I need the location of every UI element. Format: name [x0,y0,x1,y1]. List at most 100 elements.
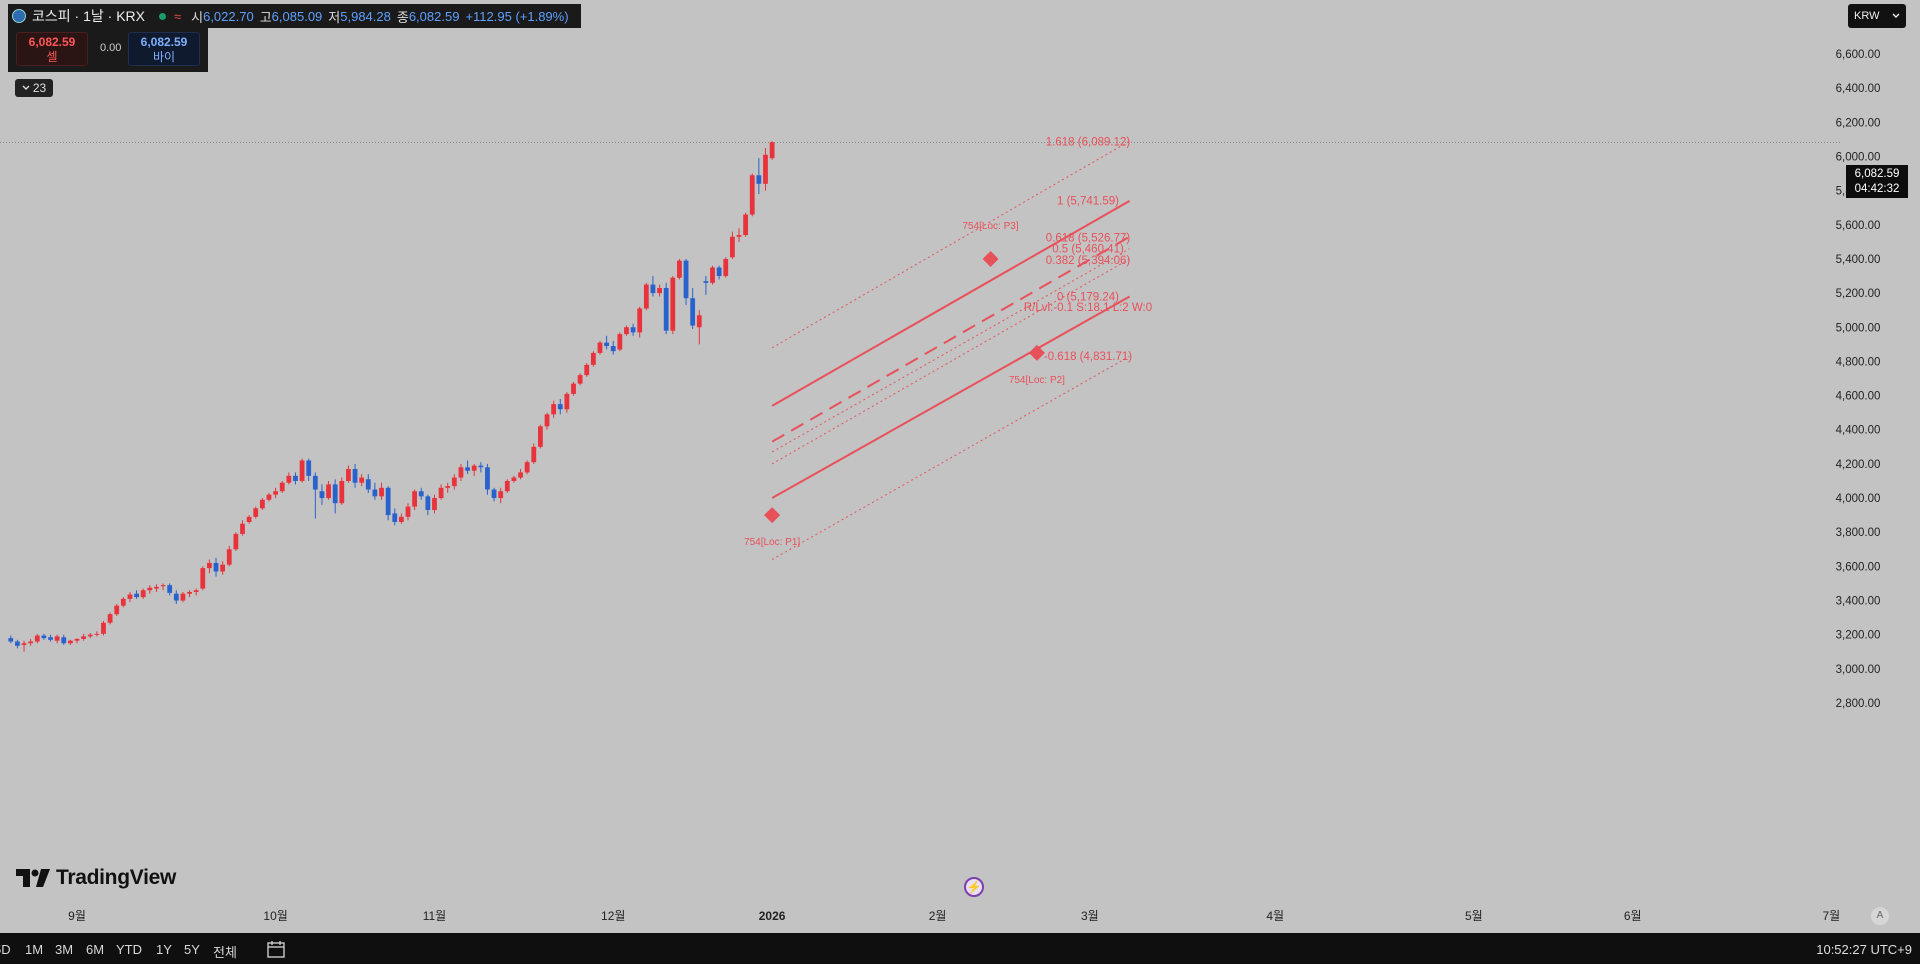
candle-body [293,475,298,481]
trade-panel: 6,082.59 셀 0.00 6,082.59 바이 [8,28,208,72]
flash-icon[interactable]: ⚡ [964,877,984,897]
last-price-tag: 6,082.59 04:42:32 [1846,165,1908,198]
candle-body [101,622,106,634]
candle-body [15,641,20,646]
candle-body [134,593,139,598]
y-tick-label: 3,600.00 [1836,561,1881,573]
y-tick-label: 5,400.00 [1836,254,1881,266]
x-tick-label: 4월 [1266,909,1284,923]
range-5d-button[interactable]: 5D [0,942,11,957]
currency-label: KRW [1854,10,1880,22]
candle-body [610,346,616,352]
bottom-toolbar: 5D 1M 3M 6M YTD 1Y 5Y 전체 10:52:27 UTC+9 [0,933,1920,964]
channel-line [771,200,1131,407]
candle-body [346,469,351,481]
y-tick-label: 3,000.00 [1836,664,1881,676]
y-tick-label: 6,000.00 [1836,151,1881,163]
candle-body [114,605,120,615]
sell-button[interactable]: 6,082.59 셀 [16,32,88,66]
x-tick-label: 10월 [263,909,287,923]
pivot-marker [982,250,999,267]
candle-body [650,284,656,294]
candle-body [34,635,40,642]
high-label: 고 [259,9,272,25]
channel-line [771,258,1130,465]
candle-body [200,568,206,589]
last-price-value: 6,082.59 [1854,168,1900,180]
candle-body [736,235,742,237]
range-5y-button[interactable]: 5Y [184,942,200,957]
candle-body [259,499,265,509]
candle-body [107,614,113,623]
candle-body [253,508,259,517]
candle-body [584,364,590,376]
candle-body [326,484,331,499]
candle-body [749,175,755,215]
candle-body [312,475,318,490]
candle-body [624,327,629,335]
chevron-down-icon [1892,13,1900,18]
currency-select[interactable]: KRW [1848,4,1906,28]
candle-body [571,383,576,394]
candle-body [286,475,292,483]
candle-body [81,636,87,639]
candle-body [193,590,199,592]
y-tick-label: 4,400.00 [1836,425,1881,437]
indicators-count: 23 [32,81,47,95]
symbol-logo-icon [12,9,26,23]
range-1y-button[interactable]: 1Y [156,942,172,957]
range-3m-button[interactable]: 3M [55,942,74,957]
x-tick-label: 12월 [601,909,625,923]
indicators-toggle-button[interactable]: 23 [15,79,53,97]
candle-body [696,315,702,328]
y-tick-label: 6,400.00 [1836,83,1881,95]
candle-body [670,277,676,331]
pivot-marker [764,507,781,524]
fib-level-label: 1.618 (6,089.12) [1046,136,1131,148]
y-tick-label: 5,600.00 [1836,220,1881,232]
candle-body [28,641,34,644]
x-tick-label: 9월 [68,909,86,923]
x-tick-label: 6월 [1624,909,1642,923]
candle-body [61,637,67,644]
x-tick-label: 3월 [1081,909,1099,923]
y-tick-label: 4,800.00 [1836,356,1881,368]
brand-name: TradingView [56,866,177,889]
candle-body [445,486,451,488]
candle-body [41,635,47,639]
y-tick-label: 4,000.00 [1836,493,1881,505]
candle-body [458,467,464,478]
range-1m-button[interactable]: 1M [25,942,44,957]
candle-body [690,298,696,326]
date-range-icon[interactable] [265,939,287,959]
candle-body [405,506,411,517]
candle-body [564,393,570,410]
chart-canvas[interactable]: 754[Loc: P1] 754[Loc: P3] 754[Loc: P2] 1.61… [0,0,1920,933]
symbol-title[interactable]: 코스피 · 1날 · KRX [32,8,145,24]
range-ytd-button[interactable]: YTD [116,942,142,957]
close-label: 종 [396,9,409,25]
channel-line [771,248,1130,453]
range-all-button[interactable]: 전체 [213,945,237,960]
auto-scale-button[interactable]: A [1871,907,1889,925]
candle-body [710,267,715,283]
candle-body [173,593,179,601]
candle-body [365,479,371,490]
symbol-legend[interactable]: 코스피 · 1날 · KRX ≈ 시 6,022.70 고 6,085.09 저 5,… [8,4,581,28]
high-value: 6,085.09 [271,8,323,24]
candle-body [233,533,239,550]
channel-line [771,355,1130,560]
range-6m-button[interactable]: 6M [86,942,105,957]
candle-body [630,327,636,333]
channel-line [771,235,1131,443]
buy-button[interactable]: 6,082.59 바이 [128,32,200,66]
sell-price: 6,082.59 [28,35,76,49]
candle-body [677,260,682,278]
x-tick-label: 7월 [1822,909,1840,923]
candle-body [729,236,735,258]
candle-body [657,287,662,294]
tradingview-logo[interactable]: TradingView [16,866,176,890]
pivot-label: 754[Loc: P2] [1009,375,1065,386]
fib-level-label: 1 (5,741.59) [1057,196,1119,208]
pivot-label: 754[Loc: P1] [744,537,800,548]
